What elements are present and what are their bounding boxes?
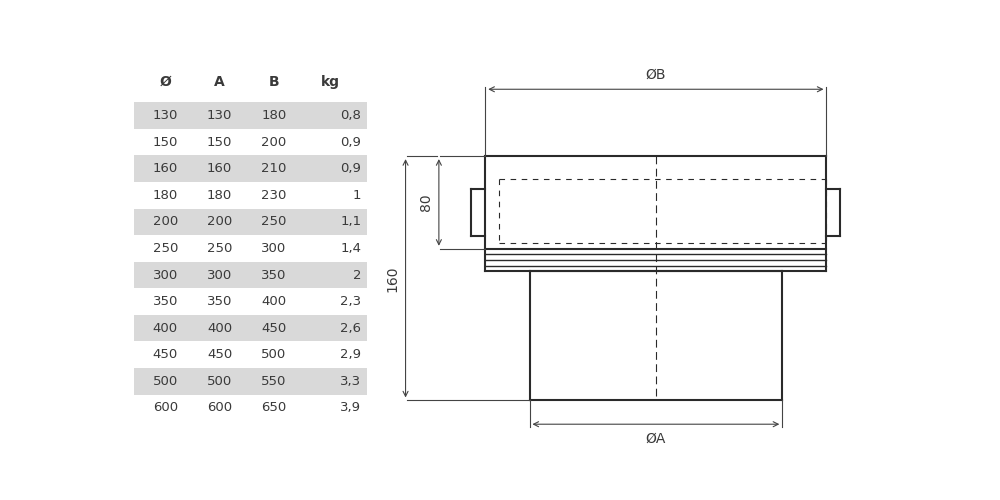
Text: 350: 350 [153, 295, 178, 308]
Text: 300: 300 [207, 268, 232, 281]
Text: 200: 200 [261, 136, 286, 148]
Bar [134, 394, 367, 421]
Text: 450: 450 [207, 348, 232, 361]
Text: A: A [214, 74, 225, 88]
Text: kg: kg [321, 74, 340, 88]
Bar [134, 342, 367, 368]
Text: 180: 180 [153, 189, 178, 202]
Text: 210: 210 [261, 162, 286, 175]
Bar [134, 315, 367, 342]
Text: 500: 500 [153, 375, 178, 388]
Text: 80: 80 [419, 194, 433, 212]
Text: 2,3: 2,3 [340, 295, 361, 308]
Text: 0,9: 0,9 [340, 136, 361, 148]
Text: ØA: ØA [646, 432, 666, 446]
Text: 0,8: 0,8 [340, 109, 361, 122]
Text: 400: 400 [207, 322, 232, 334]
Bar [134, 235, 367, 262]
Text: 600: 600 [153, 402, 178, 414]
Text: 130: 130 [153, 109, 178, 122]
Bar [134, 368, 367, 394]
Text: 160: 160 [153, 162, 178, 175]
Text: 450: 450 [153, 348, 178, 361]
Bar [134, 288, 367, 315]
Text: 300: 300 [261, 242, 286, 255]
Text: 160: 160 [207, 162, 232, 175]
Text: 0,9: 0,9 [340, 162, 361, 175]
Bar [134, 156, 367, 182]
Text: 500: 500 [261, 348, 286, 361]
Text: 200: 200 [153, 216, 178, 228]
Text: 180: 180 [207, 189, 232, 202]
Bar [134, 102, 367, 129]
Text: 1,4: 1,4 [340, 242, 361, 255]
Text: ØB: ØB [646, 68, 666, 82]
Text: 160: 160 [385, 265, 399, 291]
Text: 230: 230 [261, 189, 286, 202]
Text: 600: 600 [207, 402, 232, 414]
Text: 2,9: 2,9 [340, 348, 361, 361]
Text: 150: 150 [207, 136, 232, 148]
Text: 1,1: 1,1 [340, 216, 361, 228]
Text: 2,6: 2,6 [340, 322, 361, 334]
Text: 2: 2 [353, 268, 361, 281]
Text: 1: 1 [353, 189, 361, 202]
Text: 150: 150 [153, 136, 178, 148]
Bar [134, 208, 367, 235]
Text: 550: 550 [261, 375, 286, 388]
Text: 200: 200 [207, 216, 232, 228]
Text: 400: 400 [153, 322, 178, 334]
Text: 3,9: 3,9 [340, 402, 361, 414]
Bar [134, 262, 367, 288]
Text: Ø: Ø [159, 74, 171, 88]
Text: 650: 650 [261, 402, 286, 414]
Bar [134, 182, 367, 208]
Text: 450: 450 [261, 322, 286, 334]
Text: 250: 250 [153, 242, 178, 255]
Text: 500: 500 [207, 375, 232, 388]
Text: 180: 180 [261, 109, 286, 122]
Text: 250: 250 [261, 216, 286, 228]
Text: 350: 350 [207, 295, 232, 308]
Text: B: B [268, 74, 279, 88]
Text: 350: 350 [261, 268, 286, 281]
Text: 250: 250 [207, 242, 232, 255]
Text: 130: 130 [207, 109, 232, 122]
Text: 400: 400 [261, 295, 286, 308]
Bar [134, 129, 367, 156]
Text: 3,3: 3,3 [340, 375, 361, 388]
Text: 300: 300 [153, 268, 178, 281]
